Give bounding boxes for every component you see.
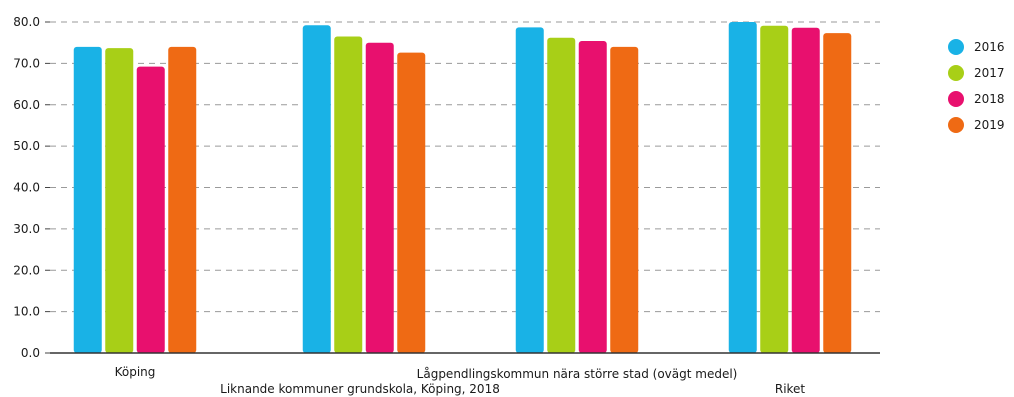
y-tick-label: 70.0 — [13, 56, 40, 70]
bar-2018-3 — [578, 41, 607, 353]
legend-swatch — [948, 39, 964, 55]
bar-2016-2 — [302, 25, 331, 354]
y-tick-label: 0.0 — [21, 346, 40, 360]
bar-2018-1 — [136, 66, 165, 353]
legend-swatch — [948, 117, 964, 133]
bar-2016-4 — [728, 22, 757, 353]
bar-2019-1 — [168, 46, 197, 353]
category-label: Liknande kommuner grundskola, Köping, 20… — [220, 382, 500, 396]
category-label: Lågpendlingskommun nära större stad (ovä… — [417, 367, 738, 381]
legend-label: 2016 — [974, 40, 1005, 54]
y-tick-label: 80.0 — [13, 15, 40, 29]
bar-2017-1 — [105, 48, 134, 353]
legend-label: 2017 — [974, 66, 1005, 80]
category-label: Köping — [115, 365, 156, 379]
y-tick-label: 40.0 — [13, 181, 40, 195]
legend-swatch — [948, 65, 964, 81]
category-label: Riket — [775, 382, 806, 396]
bar-2016-3 — [515, 27, 544, 353]
bar-2018-2 — [365, 42, 394, 353]
bar-2017-2 — [334, 36, 363, 353]
y-tick-label: 10.0 — [13, 305, 40, 319]
bars — [73, 22, 852, 354]
y-tick-label: 30.0 — [13, 222, 40, 236]
bar-2019-4 — [823, 33, 852, 353]
legend: 2016 2017 2018 2019 — [948, 39, 1005, 133]
bar-2019-2 — [397, 52, 426, 354]
bar-2019-3 — [610, 46, 639, 353]
y-tick-label: 50.0 — [13, 139, 40, 153]
legend-swatch — [948, 91, 964, 107]
legend-label: 2019 — [974, 118, 1005, 132]
bar-2016-1 — [73, 46, 102, 353]
legend-label: 2018 — [974, 92, 1005, 106]
bar-2018-4 — [791, 27, 820, 353]
y-tick-label: 20.0 — [13, 263, 40, 277]
y-tick-label: 60.0 — [13, 98, 40, 112]
y-axis: 0.0 10.0 20.0 30.0 40.0 50.0 60.0 70.0 80.0 — [13, 15, 50, 360]
bar-2017-4 — [760, 25, 789, 353]
bar-2017-3 — [547, 37, 576, 353]
x-axis-labels: Köping Liknande kommuner grundskola, Köpi… — [115, 365, 806, 396]
